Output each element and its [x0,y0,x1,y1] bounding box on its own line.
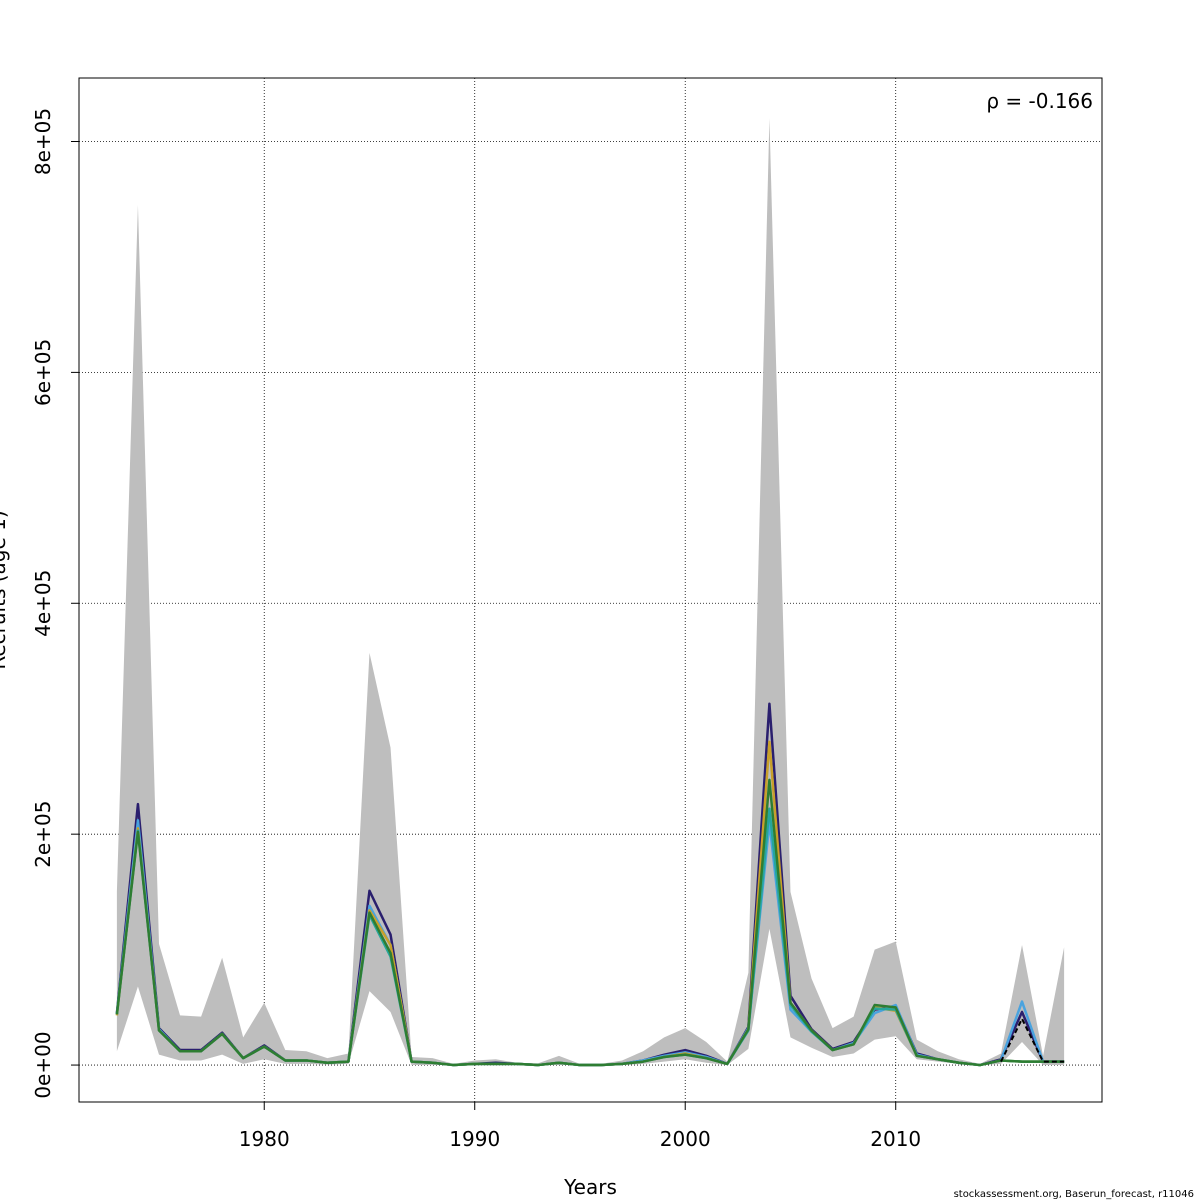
y-tick-label: 0e+00 [31,1031,55,1098]
x-tick-label: 2010 [870,1127,921,1151]
series-line-6 [1000,1017,1065,1063]
y-tick-label: 6e+05 [31,339,55,406]
y-tick-label: 2e+05 [31,801,55,868]
footer-credit: stockassessment.org, Baserun_forecast, r… [954,1189,1194,1200]
y-axis-title: Recruits (age 1) [0,510,10,669]
y-axis: 0e+00 2e+05 4e+05 6e+05 8e+05 [31,108,79,1099]
x-axis-title: Years [563,1175,617,1199]
x-tick-label: 1980 [239,1127,290,1151]
y-tick-label: 8e+05 [31,108,55,175]
x-axis: 1980 1990 2000 2010 [239,1101,921,1151]
rho-annotation: ρ = -0.166 [986,89,1093,113]
x-tick-label: 1990 [449,1127,500,1151]
series-lines [115,702,1065,1067]
grid [79,78,1102,1102]
y-tick-label: 4e+05 [31,570,55,637]
series-line-5 [115,778,1065,1067]
x-tick-label: 2000 [660,1127,711,1151]
